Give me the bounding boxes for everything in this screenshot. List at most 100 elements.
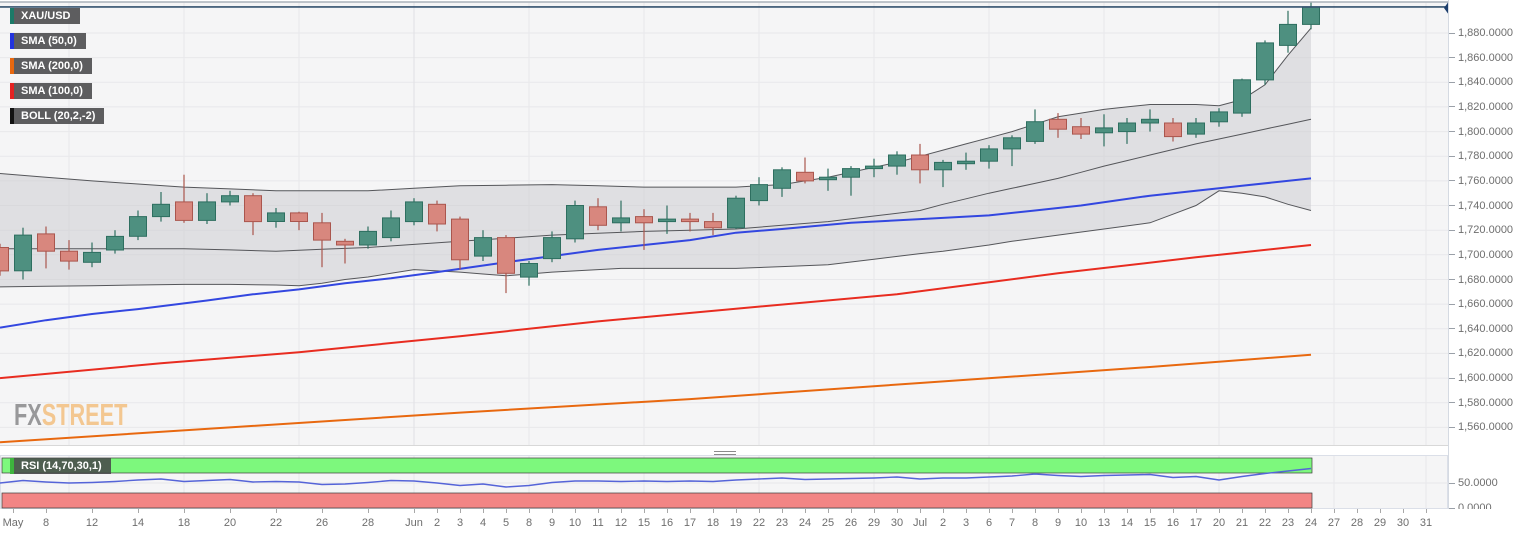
legend-item-rsi[interactable]: RSI (14,70,30,1) — [10, 458, 111, 474]
date-tick — [759, 509, 760, 513]
date-tick — [460, 509, 461, 513]
legend-item-sma50[interactable]: SMA (50,0) — [10, 33, 86, 49]
legend-label-sma100: SMA (100,0) — [21, 85, 83, 97]
candle-body[interactable] — [589, 206, 607, 226]
candle-body[interactable] — [106, 235, 124, 251]
date-tick — [575, 509, 576, 513]
candle-body[interactable] — [1302, 6, 1320, 25]
main-price-pane[interactable] — [0, 0, 1448, 446]
candle-body[interactable] — [313, 222, 331, 241]
candle-body[interactable] — [244, 195, 262, 223]
price-tick-label: 1,780.0000 — [1458, 150, 1514, 163]
legend-item-sma100[interactable]: SMA (100,0) — [10, 83, 92, 99]
rsi-pane[interactable] — [0, 455, 1448, 509]
date-tick-label: 25 — [821, 517, 835, 529]
price-axis[interactable]: 1,880.0000 1,860.0000 1,840.0000 1,820.0000… — [1448, 0, 1536, 514]
candle-body[interactable] — [198, 201, 216, 221]
date-tick — [1104, 509, 1105, 513]
candle-body[interactable] — [1049, 118, 1067, 130]
date-tick-label: 8 — [1031, 517, 1039, 529]
candle-body[interactable] — [888, 154, 906, 167]
candle-body[interactable] — [267, 212, 285, 222]
candle-body[interactable] — [612, 217, 630, 224]
date-tick-label: 23 — [1281, 517, 1295, 529]
date-tick — [368, 509, 369, 513]
date-tick — [1380, 509, 1381, 513]
candle-body[interactable] — [865, 165, 883, 170]
time-axis[interactable]: May 8 12 14 18 20 22 26 28 Jun 2 3 4 5 8 9 10 11 12 15 16 17 1… — [0, 509, 1536, 537]
candle-body[interactable] — [1279, 23, 1297, 46]
date-tick — [13, 509, 14, 513]
candle-body[interactable] — [980, 148, 998, 162]
candle-body[interactable] — [152, 203, 170, 218]
candle-body[interactable] — [911, 154, 929, 171]
candle-body[interactable] — [428, 203, 446, 225]
candle-body[interactable] — [474, 237, 492, 257]
candle-body[interactable] — [658, 218, 676, 223]
candle-body[interactable] — [382, 217, 400, 239]
candle-body[interactable] — [681, 218, 699, 223]
candle-body[interactable] — [566, 205, 584, 240]
date-tick — [138, 509, 139, 513]
candle-body[interactable] — [290, 212, 308, 222]
date-tick — [529, 509, 530, 513]
candle-body[interactable] — [1233, 79, 1251, 114]
candle-body[interactable] — [1256, 42, 1274, 81]
legend-item-symbol[interactable]: XAU/USD — [10, 8, 80, 24]
candle-body[interactable] — [336, 240, 354, 246]
candle-body[interactable] — [359, 230, 377, 246]
date-tick-label: 3 — [456, 517, 464, 529]
candle-body[interactable] — [934, 161, 952, 171]
candle-body[interactable] — [750, 184, 768, 202]
candle-body[interactable] — [0, 247, 9, 272]
candle-body[interactable] — [1141, 118, 1159, 124]
candle-body[interactable] — [727, 197, 745, 229]
date-tick — [1426, 509, 1427, 513]
price-tick-label: 1,740.0000 — [1458, 199, 1514, 212]
date-tick-label: 18 — [177, 517, 191, 529]
candle-body[interactable] — [773, 169, 791, 189]
date-tick — [437, 509, 438, 513]
price-tick — [1449, 426, 1455, 428]
candle-body[interactable] — [842, 168, 860, 178]
candle-body[interactable] — [221, 195, 239, 203]
candle-body[interactable] — [1026, 121, 1044, 142]
date-tick-label: 9 — [548, 517, 556, 529]
legend-accent-sma200 — [10, 58, 14, 74]
date-tick — [483, 509, 484, 513]
candle-body[interactable] — [1095, 127, 1113, 134]
candle-body[interactable] — [37, 233, 55, 252]
date-tick-label: 24 — [1304, 517, 1318, 529]
date-tick — [184, 509, 185, 513]
candle-body[interactable] — [1164, 122, 1182, 138]
legend-label-sma50: SMA (50,0) — [21, 35, 77, 47]
candle-body[interactable] — [1072, 126, 1090, 135]
legend-item-sma200[interactable]: SMA (200,0) — [10, 58, 92, 74]
price-tick — [1449, 328, 1455, 330]
candle-body[interactable] — [497, 237, 515, 274]
candle-body[interactable] — [1210, 111, 1228, 123]
candle-body[interactable] — [1187, 122, 1205, 135]
candle-body[interactable] — [405, 201, 423, 223]
candle-body[interactable] — [520, 263, 538, 278]
candle-body[interactable] — [175, 201, 193, 221]
candle-body[interactable] — [819, 176, 837, 181]
candle-body[interactable] — [60, 250, 78, 262]
candle-body[interactable] — [957, 160, 975, 165]
candle-body[interactable] — [1118, 122, 1136, 133]
candle-body[interactable] — [704, 221, 722, 229]
candle-body[interactable] — [129, 216, 147, 237]
date-tick-label: 14 — [1120, 517, 1134, 529]
candle-body[interactable] — [14, 234, 32, 272]
candle-body[interactable] — [451, 218, 469, 261]
date-tick-label: May — [2, 517, 24, 529]
legend-item-boll[interactable]: BOLL (20,2,-2) — [10, 108, 105, 124]
candle-body[interactable] — [635, 216, 653, 224]
candle-body[interactable] — [1003, 137, 1021, 150]
date-tick-label: 17 — [1189, 517, 1203, 529]
price-tick-label: 1,660.0000 — [1458, 298, 1514, 311]
candle-body[interactable] — [543, 237, 561, 260]
candle-body[interactable] — [796, 171, 814, 182]
candle-body[interactable] — [83, 251, 101, 263]
